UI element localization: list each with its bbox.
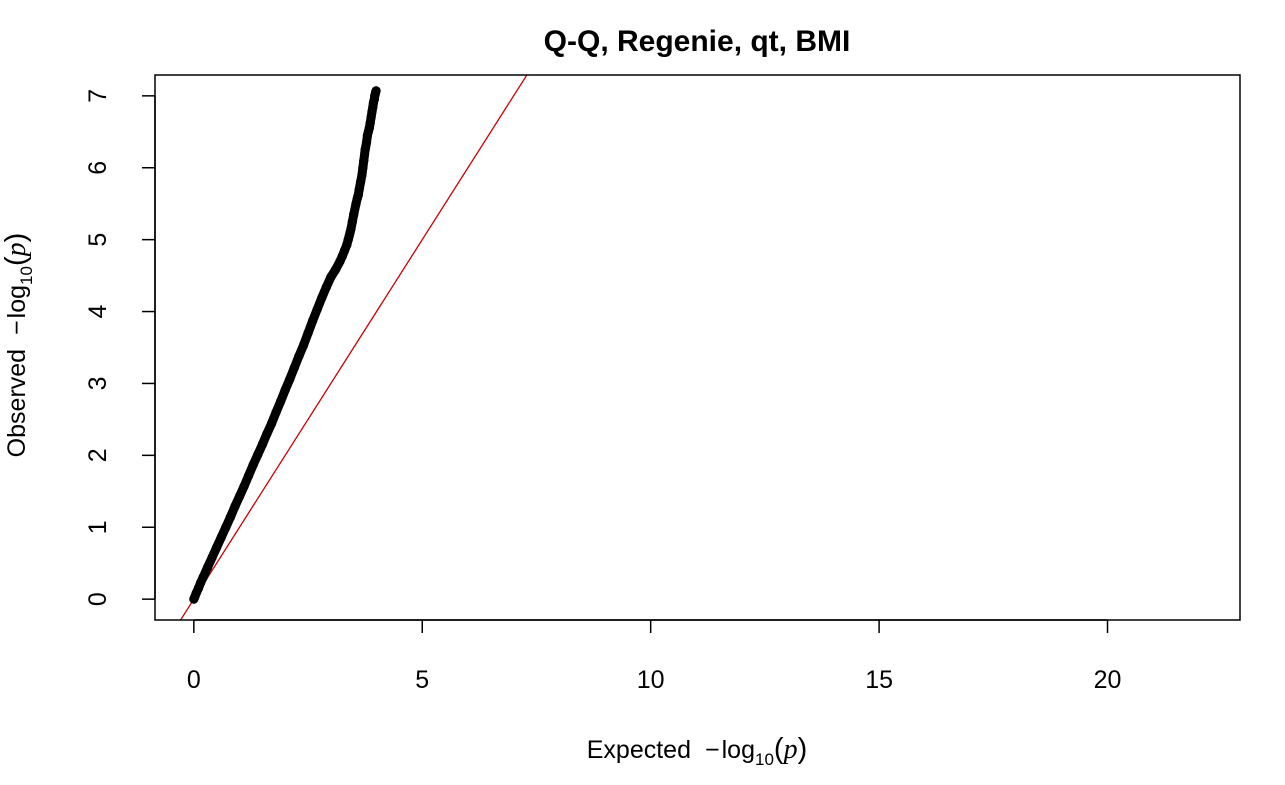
x-tick-label: 0 <box>187 666 201 694</box>
y-tick-label: 4 <box>84 305 112 319</box>
y-axis: 0 1 2 3 4 5 6 7 <box>84 89 156 606</box>
x-axis-label: Expected −log10(p) <box>587 733 808 769</box>
y-tick-label: 3 <box>84 376 112 390</box>
x-tick-label: 20 <box>1094 666 1122 694</box>
x-tick-label: 10 <box>637 666 665 694</box>
y-tick-label: 1 <box>84 520 112 534</box>
plot-frame <box>154 74 1241 621</box>
y-axis-label: Observed − log10(p) <box>0 233 36 458</box>
y-tick-label: 2 <box>84 448 112 462</box>
y-axis-label-log: log <box>3 285 31 318</box>
y-axis-label-close-paren: ) <box>0 233 32 243</box>
x-axis-label-close-paren: ) <box>798 733 808 765</box>
x-axis-label-variable: p <box>782 734 798 765</box>
x-axis-label-prefix: Expected <box>587 736 691 764</box>
x-tick-label: 15 <box>865 666 893 694</box>
chart-title: Q-Q, Regenie, qt, BMI <box>544 25 851 58</box>
y-axis-label-base: 10 <box>17 266 36 285</box>
y-tick-label: 0 <box>84 592 112 606</box>
x-axis: 0 5 10 15 20 <box>187 619 1122 694</box>
x-axis-label-log: log <box>722 736 755 764</box>
x-axis-label-open-paren: ( <box>774 733 784 765</box>
y-tick-label: 5 <box>84 233 112 247</box>
y-axis-label-open-paren: ( <box>0 256 32 266</box>
data-points <box>189 86 381 604</box>
y-tick-label: 7 <box>84 89 112 103</box>
x-axis-label-minus: − <box>705 736 720 764</box>
y-axis-label-prefix: Observed <box>3 349 31 457</box>
y-axis-label-variable: p <box>1 242 32 258</box>
x-axis-label-base: 10 <box>755 750 774 769</box>
x-tick-label: 5 <box>415 666 429 694</box>
y-tick-label: 6 <box>84 161 112 175</box>
y-axis-label-minus: − <box>3 320 31 335</box>
reference-line <box>179 75 528 620</box>
reference-line-group <box>179 75 528 620</box>
